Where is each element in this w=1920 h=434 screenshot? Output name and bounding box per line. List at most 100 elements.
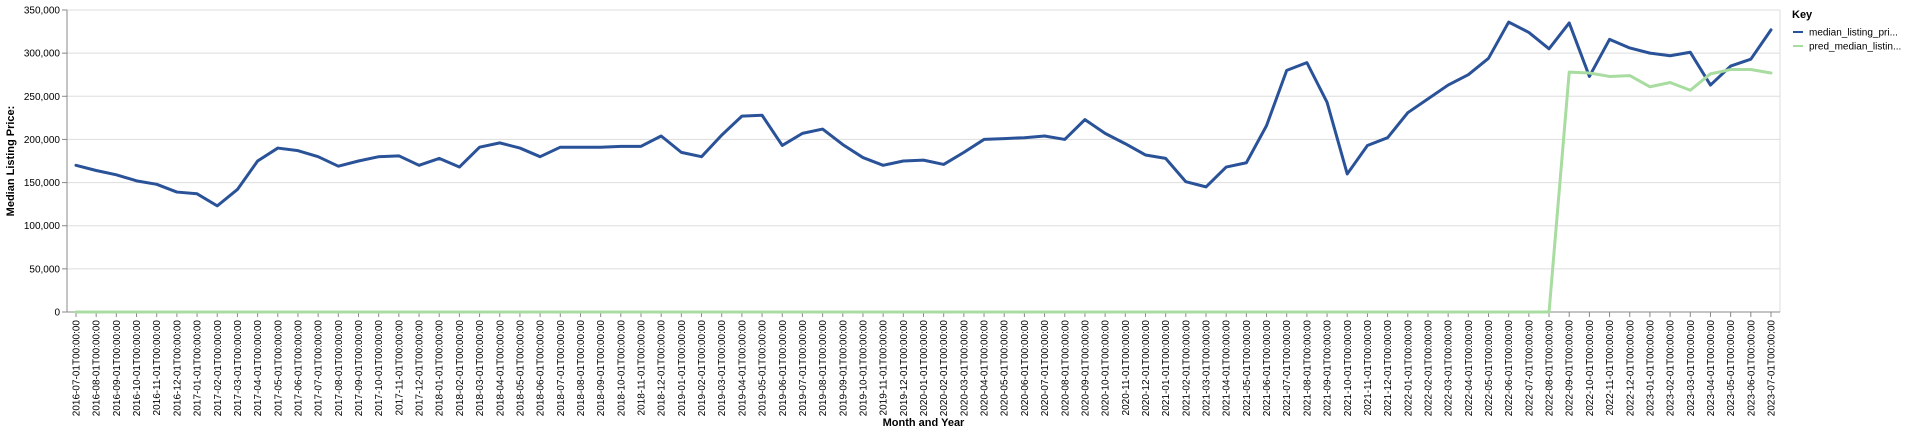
x-tick-label: 2022-07-01T00:00:00	[1524, 320, 1535, 417]
y-tick-label: 150,000	[24, 178, 61, 189]
x-tick-label: 2019-09-01T00:00:00	[838, 320, 849, 417]
x-tick-label: 2021-08-01T00:00:00	[1302, 320, 1313, 417]
x-tick-label: 2019-02-01T00:00:00	[697, 320, 708, 417]
x-tick-label: 2019-01-01T00:00:00	[677, 320, 688, 417]
y-tick-label: 250,000	[24, 92, 61, 103]
x-tick-label: 2022-04-01T00:00:00	[1464, 320, 1475, 417]
axes: 0 50,000 100,000 150,000 200,000 250,000 300,0…	[24, 6, 1780, 417]
legend-label: pred_median_listin...	[1809, 42, 1901, 53]
x-tick-label: 2021-04-01T00:00:00	[1222, 320, 1233, 417]
x-tick-label: 2021-11-01T00:00:00	[1363, 320, 1374, 416]
series-line	[74, 20, 1773, 208]
x-tick-label: 2022-12-01T00:00:00	[1625, 320, 1636, 417]
x-tick-label: 2019-04-01T00:00:00	[737, 320, 748, 417]
x-tick-label: 2020-10-01T00:00:00	[1101, 320, 1112, 417]
x-tick-label: 2021-06-01T00:00:00	[1262, 320, 1273, 417]
series-lines	[74, 20, 1773, 314]
x-tick-label: 2021-09-01T00:00:00	[1323, 320, 1334, 417]
x-tick-label: 2017-01-01T00:00:00	[193, 320, 204, 417]
x-tick-label: 2017-10-01T00:00:00	[374, 320, 385, 417]
x-tick-label: 2023-01-01T00:00:00	[1645, 320, 1656, 417]
x-tick-label: 2021-05-01T00:00:00	[1242, 320, 1253, 417]
x-tick-label: 2021-03-01T00:00:00	[1202, 320, 1213, 417]
x-tick-label: 2022-08-01T00:00:00	[1545, 320, 1556, 417]
x-tick-label: 2019-11-01T00:00:00	[879, 320, 890, 416]
x-tick-label: 2020-07-01T00:00:00	[1040, 320, 1051, 417]
x-tick-label: 2017-03-01T00:00:00	[233, 320, 244, 417]
x-tick-label: 2017-11-01T00:00:00	[394, 320, 405, 416]
series-line	[74, 68, 1773, 314]
x-tick-label: 2017-04-01T00:00:00	[253, 320, 264, 417]
x-tick-label: 2020-12-01T00:00:00	[1141, 320, 1152, 417]
x-tick-label: 2018-06-01T00:00:00	[536, 320, 547, 417]
x-tick-label: 2017-12-01T00:00:00	[415, 320, 426, 417]
y-axis-title: Median Listing Price:	[5, 106, 17, 217]
x-tick-label: 2016-07-01T00:00:00	[72, 320, 83, 417]
x-tick-label: 2023-03-01T00:00:00	[1686, 320, 1697, 417]
x-axis-title: Month and Year	[883, 417, 965, 429]
x-tick-label: 2018-11-01T00:00:00	[637, 320, 648, 416]
x-tick-label: 2022-09-01T00:00:00	[1565, 320, 1576, 417]
y-tick-label: 50,000	[29, 264, 60, 275]
x-tick-label: 2016-11-01T00:00:00	[152, 320, 163, 416]
x-tick-label: 2019-08-01T00:00:00	[818, 320, 829, 417]
x-tick-label: 2017-08-01T00:00:00	[334, 320, 345, 417]
x-tick-label: 2021-12-01T00:00:00	[1383, 320, 1394, 417]
x-tick-label: 2016-08-01T00:00:00	[92, 320, 103, 417]
x-tick-label: 2020-08-01T00:00:00	[1060, 320, 1071, 417]
x-tick-label: 2017-05-01T00:00:00	[273, 320, 284, 417]
x-tick-label: 2021-01-01T00:00:00	[1161, 320, 1172, 417]
x-tick-label: 2016-09-01T00:00:00	[112, 320, 123, 417]
y-tick-label: 0	[54, 308, 60, 319]
x-tick-label: 2020-06-01T00:00:00	[1020, 320, 1031, 417]
x-tick-label: 2020-01-01T00:00:00	[919, 320, 930, 417]
x-tick-label: 2019-05-01T00:00:00	[758, 320, 769, 417]
y-tick-label: 350,000	[24, 6, 61, 17]
x-tick-label: 2018-05-01T00:00:00	[515, 320, 526, 417]
gridlines	[67, 9, 1781, 313]
x-tick-label: 2019-10-01T00:00:00	[858, 320, 869, 417]
legend-label: median_listing_pri...	[1809, 28, 1898, 39]
x-tick-label: 2018-07-01T00:00:00	[556, 320, 567, 417]
x-tick-label: 2022-01-01T00:00:00	[1403, 320, 1414, 417]
x-tick-label: 2023-07-01T00:00:00	[1767, 320, 1778, 417]
x-tick-label: 2022-02-01T00:00:00	[1423, 320, 1434, 417]
x-tick-label: 2017-09-01T00:00:00	[354, 320, 365, 417]
y-tick-label: 100,000	[24, 221, 61, 232]
x-tick-label: 2017-06-01T00:00:00	[293, 320, 304, 417]
x-tick-label: 2018-08-01T00:00:00	[576, 320, 587, 417]
x-tick-label: 2022-06-01T00:00:00	[1504, 320, 1515, 417]
x-tick-label: 2020-02-01T00:00:00	[939, 320, 950, 417]
x-tick-label: 2018-09-01T00:00:00	[596, 320, 607, 417]
x-tick-label: 2022-03-01T00:00:00	[1444, 320, 1455, 417]
x-tick-label: 2018-10-01T00:00:00	[616, 320, 627, 417]
x-tick-label: 2020-04-01T00:00:00	[980, 320, 991, 417]
x-tick-label: 2019-06-01T00:00:00	[778, 320, 789, 417]
x-tick-label: 2017-02-01T00:00:00	[213, 320, 224, 417]
y-tick-label: 300,000	[24, 49, 61, 60]
x-tick-label: 2018-02-01T00:00:00	[455, 320, 466, 417]
x-tick-label: 2016-12-01T00:00:00	[172, 320, 183, 417]
x-tick-label: 2022-05-01T00:00:00	[1484, 320, 1495, 417]
x-tick-label: 2020-05-01T00:00:00	[1000, 320, 1011, 417]
x-tick-label: 2019-03-01T00:00:00	[717, 320, 728, 417]
x-tick-label: 2020-03-01T00:00:00	[959, 320, 970, 417]
x-tick-label: 2018-03-01T00:00:00	[475, 320, 486, 417]
x-tick-label: 2023-05-01T00:00:00	[1726, 320, 1737, 417]
x-tick-label: 2017-07-01T00:00:00	[314, 320, 325, 417]
x-tick-label: 2023-06-01T00:00:00	[1746, 320, 1757, 417]
x-tick-label: 2023-04-01T00:00:00	[1706, 320, 1717, 417]
x-tick-label: 2018-04-01T00:00:00	[495, 320, 506, 417]
legend: Key median_listing_pri... pred_median_lis…	[1792, 9, 1901, 53]
x-tick-label: 2019-07-01T00:00:00	[798, 320, 809, 417]
x-tick-label: 2021-10-01T00:00:00	[1343, 320, 1354, 417]
x-tick-label: 2020-09-01T00:00:00	[1080, 320, 1091, 417]
x-tick-label: 2016-10-01T00:00:00	[132, 320, 143, 417]
x-tick-label: 2022-11-01T00:00:00	[1605, 320, 1616, 416]
x-tick-label: 2021-07-01T00:00:00	[1282, 320, 1293, 417]
x-tick-label: 2022-10-01T00:00:00	[1585, 320, 1596, 417]
x-tick-label: 2018-12-01T00:00:00	[657, 320, 668, 417]
x-tick-label: 2023-02-01T00:00:00	[1666, 320, 1677, 417]
x-tick-label: 2018-01-01T00:00:00	[435, 320, 446, 417]
